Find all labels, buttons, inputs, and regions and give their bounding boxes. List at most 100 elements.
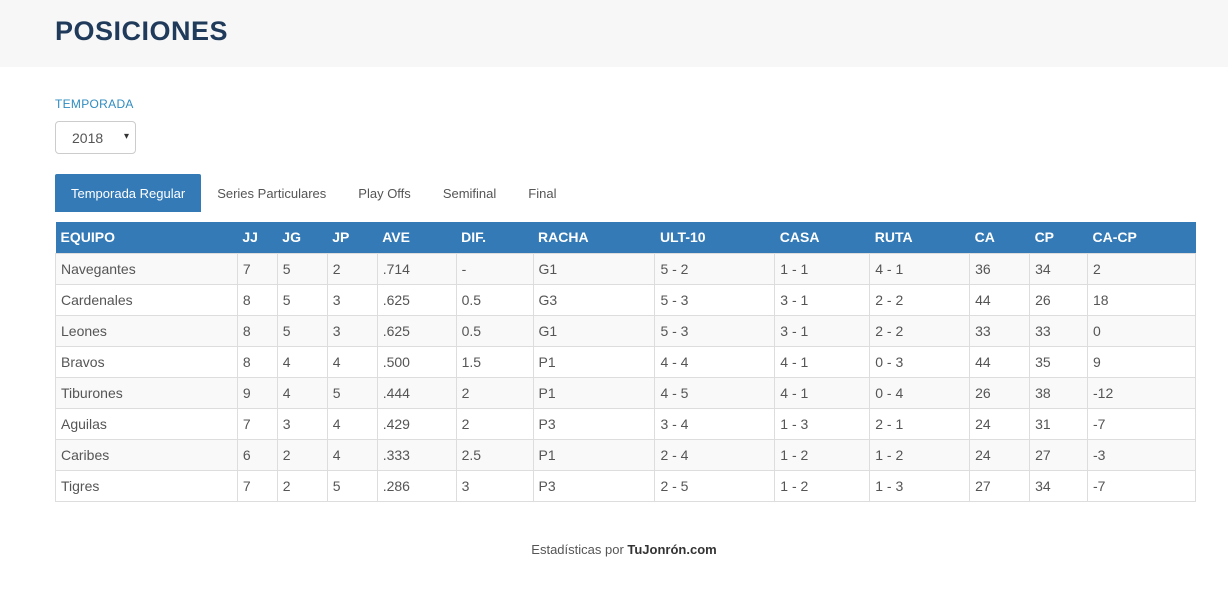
- table-cell: 3: [276, 407, 328, 440]
- table-cell: 4 - 1: [774, 345, 871, 378]
- table-cell: 4: [326, 438, 378, 471]
- table-cell: 38: [1029, 376, 1088, 409]
- tab-final[interactable]: Final: [512, 174, 572, 212]
- table-cell: 27: [1029, 438, 1088, 471]
- table-cell: 2 - 4: [654, 438, 776, 471]
- season-select[interactable]: 2018 ▾: [55, 121, 136, 154]
- table-cell: 5 - 2: [654, 252, 776, 285]
- table-cell: 0: [1087, 314, 1196, 347]
- team-name-cell: Cardenales: [55, 283, 238, 316]
- tab-semifinal[interactable]: Semifinal: [427, 174, 512, 212]
- table-cell: 26: [1029, 283, 1088, 316]
- tab-series-particulares[interactable]: Series Particulares: [201, 174, 342, 212]
- table-cell: 1 - 2: [774, 469, 871, 502]
- table-cell: 1 - 2: [869, 438, 971, 471]
- table-cell: 34: [1029, 252, 1088, 285]
- table-cell: 4: [276, 345, 328, 378]
- table-cell: .625: [376, 314, 457, 347]
- column-header: DIF.: [456, 222, 534, 253]
- table-cell: 2: [455, 407, 534, 440]
- table-cell: 0.5: [455, 283, 534, 316]
- tab-play-offs[interactable]: Play Offs: [342, 174, 427, 212]
- table-cell: 4: [326, 407, 378, 440]
- table-cell: 3 - 4: [654, 407, 776, 440]
- table-cell: 4 - 1: [869, 252, 971, 285]
- standings-table: EQUIPO JJ JG JP AVE DIF. RACHA ULT-10 CASA RUTA CA…: [55, 222, 1196, 502]
- table-cell: 1 - 1: [774, 252, 871, 285]
- table-cell: 0 - 4: [869, 376, 971, 409]
- table-cell: 6: [236, 438, 278, 471]
- table-cell: 4 - 4: [654, 345, 776, 378]
- table-cell: 2 - 2: [869, 314, 971, 347]
- team-name-cell: Leones: [55, 314, 238, 347]
- table-cell: 5 - 3: [654, 283, 776, 316]
- column-header: CASA: [774, 222, 870, 253]
- column-header: RACHA: [533, 222, 655, 253]
- table-cell: 0 - 3: [869, 345, 971, 378]
- table-cell: 18: [1087, 283, 1196, 316]
- tab-label: Semifinal: [442, 185, 497, 201]
- table-cell: 27: [969, 469, 1031, 502]
- tab-label: Final: [528, 185, 557, 201]
- tab-label: Play Offs: [358, 185, 411, 201]
- table-cell: 5: [276, 314, 328, 347]
- table-cell: 2 - 1: [869, 407, 971, 440]
- table-cell: -12: [1087, 376, 1196, 409]
- table-cell: .286: [376, 469, 457, 502]
- table-cell: 9: [1087, 345, 1196, 378]
- table-cell: 5: [326, 469, 378, 502]
- table-cell: 0.5: [455, 314, 534, 347]
- column-header: ULT-10: [654, 222, 775, 253]
- table-cell: 8: [236, 314, 278, 347]
- table-cell: -7: [1087, 407, 1196, 440]
- table-cell: 36: [969, 252, 1031, 285]
- table-cell: 2: [326, 252, 378, 285]
- table-cell: 2 - 5: [654, 469, 776, 502]
- table-cell: .429: [376, 407, 457, 440]
- table-cell: 33: [969, 314, 1031, 347]
- table-cell: 1.5: [455, 345, 534, 378]
- column-header: JP: [327, 222, 378, 253]
- column-header: EQUIPO: [55, 222, 238, 253]
- footer: Estadísticas por TuJonrón.com: [0, 542, 1228, 557]
- column-header: AVE: [377, 222, 457, 253]
- table-cell: .714: [376, 252, 457, 285]
- table-cell: 8: [236, 283, 278, 316]
- table-cell: 2: [276, 469, 328, 502]
- table-cell: G3: [532, 283, 656, 316]
- footer-brand-link[interactable]: TuJonrón.com: [627, 542, 717, 557]
- table-cell: P1: [532, 376, 656, 409]
- table-cell: 5: [276, 283, 328, 316]
- table-cell: 1 - 3: [869, 469, 971, 502]
- tab-temporada-regular[interactable]: Temporada Regular: [55, 174, 202, 212]
- table-cell: 7: [236, 407, 278, 440]
- table-cell: 4: [276, 376, 328, 409]
- column-header: CP: [1029, 222, 1088, 253]
- page-title: POSICIONES: [55, 16, 229, 46]
- column-header: JG: [277, 222, 328, 253]
- table-cell: 1 - 2: [774, 438, 871, 471]
- table-cell: 4 - 1: [774, 376, 871, 409]
- table-cell: P1: [532, 438, 656, 471]
- table-cell: 3 - 1: [774, 314, 871, 347]
- table-cell: .444: [376, 376, 457, 409]
- table-cell: 4 - 5: [654, 376, 776, 409]
- column-header: CA-CP: [1087, 222, 1196, 253]
- table-cell: P1: [532, 345, 656, 378]
- table-cell: .625: [376, 283, 457, 316]
- table-cell: 3: [326, 283, 378, 316]
- table-cell: 5: [326, 376, 378, 409]
- table-cell: 1 - 3: [774, 407, 871, 440]
- season-select-value: 2018: [72, 129, 104, 146]
- table-cell: 44: [969, 283, 1031, 316]
- table-cell: 2: [1087, 252, 1196, 285]
- footer-prefix: Estadísticas por: [531, 542, 628, 557]
- team-name-cell: Aguilas: [55, 407, 238, 440]
- table-cell: 7: [236, 252, 278, 285]
